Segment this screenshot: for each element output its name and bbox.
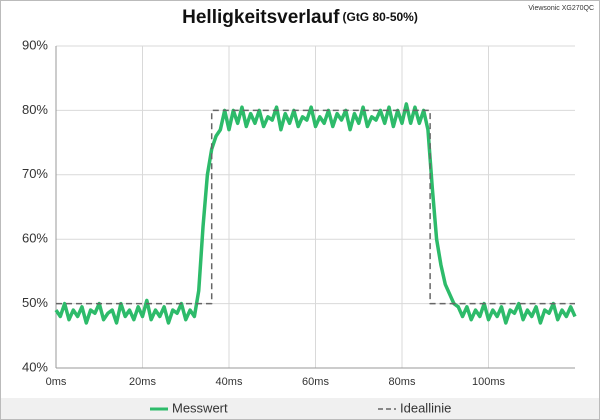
x-tick-label: 0ms: [46, 376, 67, 388]
x-tick-label: 60ms: [302, 376, 329, 388]
legend-label: Ideallinie: [400, 400, 451, 415]
subtitle: (GtG 80-50%): [342, 10, 417, 24]
y-tick-label: 50%: [22, 295, 48, 310]
x-tick-label: 100ms: [472, 376, 506, 388]
chart-title: Helligkeitsverlauf (GtG 80-50%): [182, 7, 418, 28]
y-tick-label: 40%: [22, 359, 48, 374]
y-tick-label: 90%: [22, 37, 48, 52]
x-tick-label: 20ms: [129, 376, 156, 388]
series-line: [56, 109, 575, 305]
y-tick-label: 80%: [22, 102, 48, 117]
x-tick-label: 80ms: [389, 376, 416, 388]
series-line: [54, 102, 577, 325]
legend-label: Messwert: [172, 400, 228, 415]
y-tick-label: 70%: [22, 166, 48, 181]
x-tick-label: 40ms: [216, 376, 243, 388]
annotation: Viewsonic XG270QC: [528, 5, 594, 12]
y-tick-label: 60%: [22, 231, 48, 246]
legend-background: [1, 398, 599, 419]
title: Helligkeitsverlauf: [182, 7, 340, 28]
